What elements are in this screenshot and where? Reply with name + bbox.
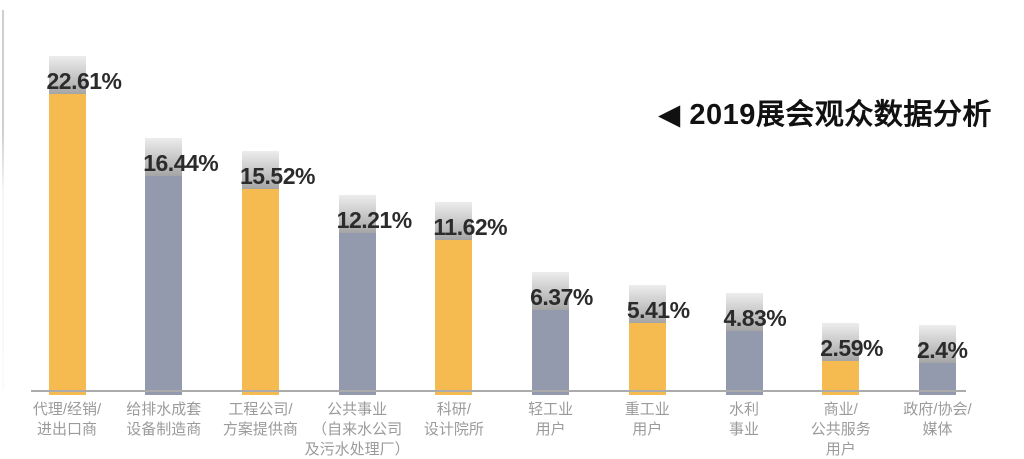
value-label: 5.41% — [626, 297, 690, 324]
bar — [241, 188, 279, 395]
value-label: 11.62% — [433, 214, 508, 241]
bar — [628, 323, 666, 395]
y-axis-line — [2, 10, 4, 390]
bar-cap — [338, 194, 376, 233]
category-label: 政府/协会/ 媒体 — [903, 401, 972, 438]
category-label: 水利 事业 — [729, 401, 760, 438]
bar-cap — [241, 150, 279, 189]
value-label: 2.59% — [820, 334, 883, 361]
bar — [435, 240, 473, 395]
bar — [725, 330, 763, 395]
bar — [48, 94, 86, 395]
value-label: 6.37% — [530, 284, 593, 311]
bar-cap — [725, 292, 763, 331]
category-label: 商业/ 公共服务 用户 — [810, 401, 871, 458]
bar-cap — [822, 322, 860, 361]
value-label: 16.44% — [143, 150, 219, 177]
value-label: 15.52% — [239, 162, 316, 189]
bar-cap — [48, 56, 86, 95]
category-label: 工程公司/ 方案提供商 — [222, 401, 298, 438]
bar-cap — [628, 285, 666, 324]
category-label: 给排水成套 设备制造商 — [126, 401, 202, 438]
category-label: 科研/ 设计院所 — [423, 401, 484, 438]
category-label: 轻工业 用户 — [528, 401, 574, 438]
category-label: 代理/经销/ 进出口商 — [32, 401, 102, 438]
bar — [338, 232, 376, 395]
value-label: 12.21% — [336, 206, 413, 233]
bar-cap — [435, 202, 473, 241]
value-label: 4.83% — [723, 304, 787, 331]
x-axis-line — [31, 390, 966, 392]
bar-cap — [532, 272, 570, 311]
chart-title: ◀ 2019展会观众数据分析 — [658, 99, 992, 131]
bar — [822, 360, 860, 395]
bar — [145, 176, 183, 395]
bar — [532, 310, 570, 395]
value-label: 2.4% — [916, 337, 968, 364]
category-label: 公共事业 （自来水公司 及污水处理厂） — [304, 401, 410, 458]
value-label: 22.61% — [46, 68, 123, 95]
category-label: 重工业 用户 — [624, 401, 670, 438]
bar-cap — [145, 138, 183, 177]
bar — [918, 363, 956, 395]
bar-cap — [918, 325, 956, 364]
